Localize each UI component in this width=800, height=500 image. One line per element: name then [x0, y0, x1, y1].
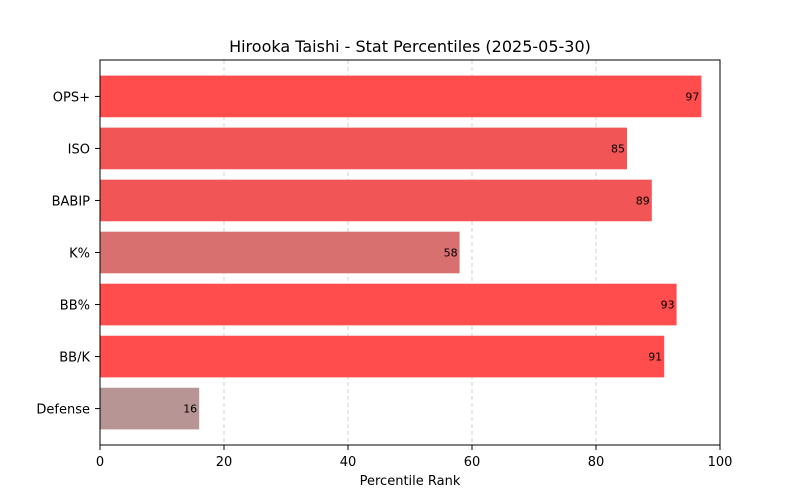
data-label: 85 [611, 142, 625, 155]
data-label: 58 [444, 247, 458, 260]
data-label: 16 [183, 403, 197, 416]
y-tick-label: OPS+ [53, 90, 90, 105]
y-tick-label: K% [69, 247, 90, 262]
data-labels: 97 85 89 58 93 91 16 [183, 90, 699, 415]
chart-title: Hirooka Taishi - Stat Percentiles (2025-… [229, 37, 591, 56]
x-tick-label: 60 [464, 455, 481, 470]
data-label: 97 [685, 90, 699, 103]
y-tick-label: ISO [68, 142, 90, 157]
data-label: 93 [661, 299, 675, 312]
x-tick-label: 100 [708, 455, 733, 470]
bar-babip [100, 179, 652, 222]
x-tick-label: 40 [340, 455, 357, 470]
x-tick-label: 80 [588, 455, 605, 470]
bar-iso [100, 127, 627, 170]
bars [100, 75, 702, 430]
data-label: 91 [648, 351, 662, 364]
y-axis-ticks: OPS+ ISO BABIP K% BB% BB/K Defense [36, 90, 100, 418]
bar-bb- [100, 283, 677, 326]
bar-k- [100, 231, 460, 274]
x-axis-label: Percentile Rank [360, 474, 461, 489]
bar-defense [100, 387, 200, 430]
x-axis-ticks: 0 20 40 60 80 100 [96, 445, 733, 470]
data-label: 89 [636, 194, 650, 207]
bar-ops- [100, 75, 702, 118]
y-tick-label: BB/K [59, 351, 90, 366]
y-tick-label: Defense [36, 403, 90, 418]
x-tick-label: 20 [216, 455, 233, 470]
bar-bb-k [100, 335, 665, 378]
y-tick-label: BB% [60, 299, 90, 314]
x-tick-label: 0 [96, 455, 104, 470]
y-tick-label: BABIP [52, 194, 91, 209]
